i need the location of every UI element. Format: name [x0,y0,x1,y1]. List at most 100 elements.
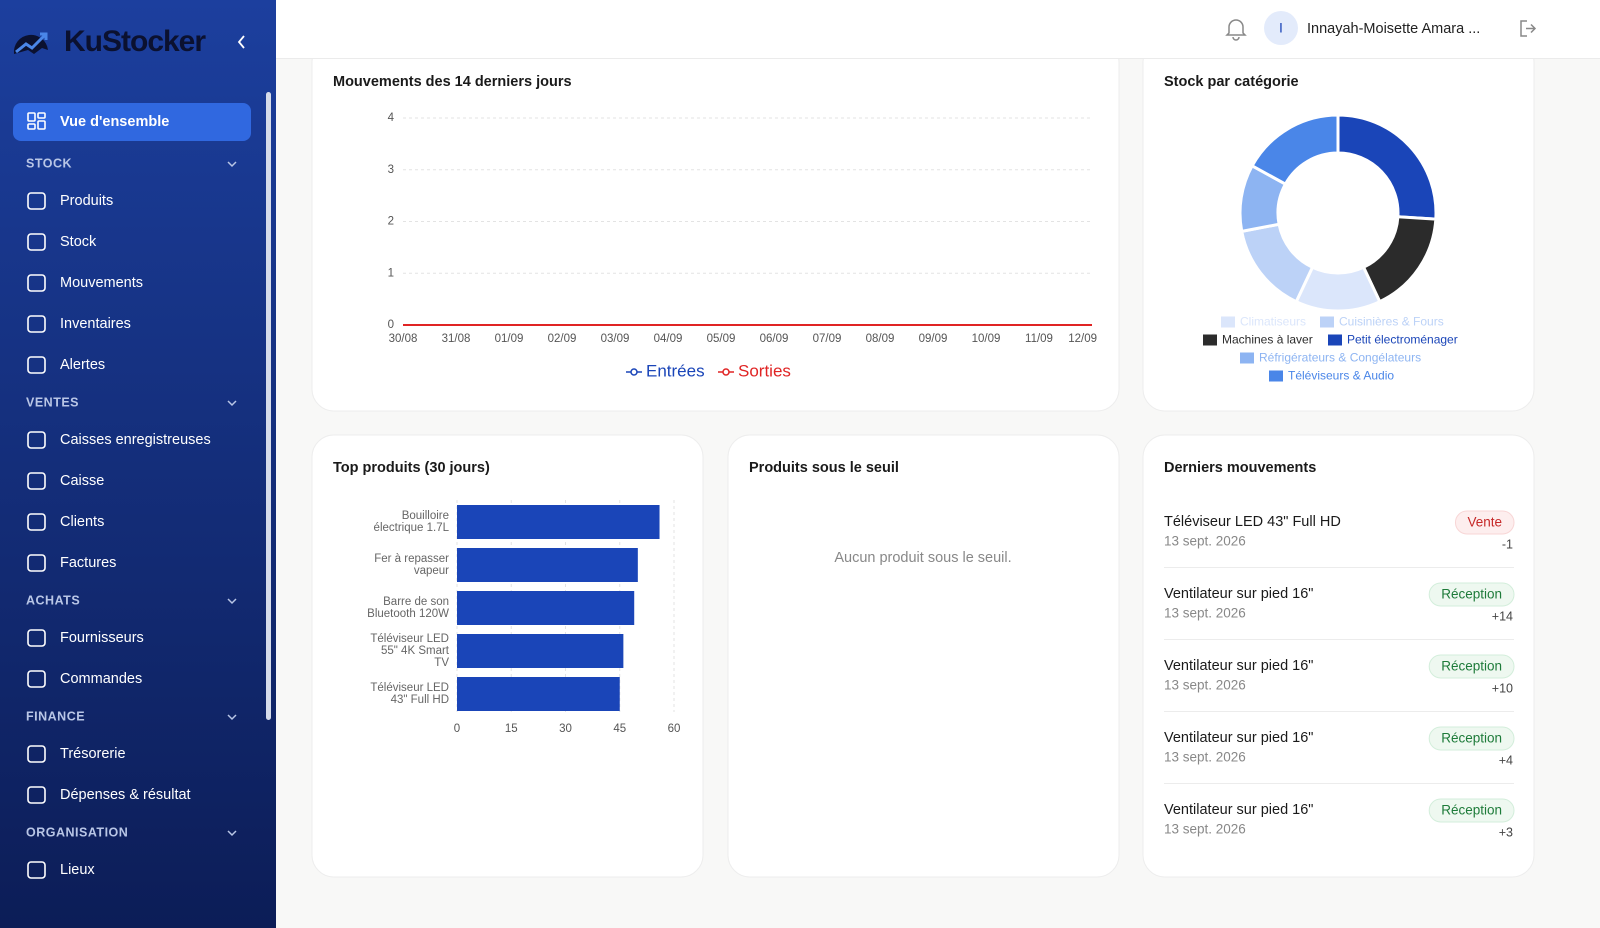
legend-marker [630,368,638,376]
nav-item[interactable]: Inventaires [60,316,131,332]
x-tick-label: 30/08 [389,333,418,345]
user-name[interactable]: Innayah-Moisette Amara ... [1307,21,1480,37]
donut-segment [1250,113,1340,187]
legend-label[interactable]: Cuisinières & Fours [1339,315,1444,329]
logout-icon[interactable] [1520,20,1537,37]
y-tick-label: Fer à repasser vapeur [374,553,449,577]
nav-item[interactable]: Fournisseurs [60,630,144,646]
nav-item[interactable]: Mouvements [60,275,143,291]
bar [457,634,624,668]
x-tick-label: 15 [505,723,518,735]
avatar[interactable] [1264,11,1298,45]
type-label: Réception [1441,659,1502,674]
x-tick-label: 10/09 [972,333,1001,345]
y-tick-label: 0 [388,319,394,331]
quantity: +10 [1492,681,1513,695]
product-name[interactable]: Ventilateur sur pied 16" [1164,802,1313,818]
card-title: Produits sous le seuil [749,460,899,476]
quantity: +3 [1499,825,1513,839]
section-title: VENTES [26,395,79,409]
nav-item[interactable]: Caisse [60,473,104,489]
type-badge [1454,510,1515,535]
nav-label: Vue d'ensemble [60,114,169,130]
legend-label[interactable]: Machines à laver [1222,333,1313,347]
section-chevron[interactable] [227,400,237,407]
product-name[interactable]: Ventilateur sur pied 16" [1164,658,1313,674]
section-chevron[interactable] [227,830,237,837]
card [1142,434,1535,878]
legend-swatch [1328,334,1342,346]
type-label: Réception [1441,731,1502,746]
legend-label[interactable]: Téléviseurs & Audio [1288,369,1394,383]
legend-label[interactable]: Petit électroménager [1347,333,1458,347]
legend-marker [722,368,730,376]
type-label: Vente [1467,515,1502,530]
type-badge [1428,582,1515,607]
y-tick-label: 4 [388,112,395,124]
type-label: Réception [1441,803,1502,818]
collapse-button[interactable] [237,35,245,49]
nav-icon [27,233,46,251]
legend-label[interactable]: Sorties [738,361,791,380]
nav-icon [27,274,46,292]
x-tick-label: 31/08 [442,333,471,345]
nav-item[interactable]: Alertes [60,357,105,373]
nav-icon [27,786,46,804]
nav-icon [27,192,46,210]
quantity: +14 [1492,609,1513,623]
logo-arrow [15,32,48,54]
nav-item[interactable]: Factures [60,555,116,571]
legend-swatch [1240,352,1254,364]
type-badge [1428,654,1515,679]
quantity: +4 [1499,753,1513,767]
section-chevron[interactable] [227,161,237,168]
y-tick-label: 1 [388,267,394,279]
movement-date: 13 sept. 2026 [1164,606,1246,621]
nav-item[interactable]: Produits [60,193,113,209]
nav-item[interactable]: Commandes [60,671,142,687]
avatar-initial: I [1279,20,1283,36]
nav-icon [27,670,46,688]
scrollbar[interactable] [266,92,271,720]
card-title: Stock par catégorie [1164,74,1299,90]
product-name[interactable]: Ventilateur sur pied 16" [1164,730,1313,746]
legend-label[interactable]: Climatiseurs [1240,315,1306,329]
x-tick-label: 45 [613,723,626,735]
bell-icon[interactable] [1225,19,1247,41]
x-tick-label: 30 [559,723,572,735]
legend-swatch [1203,334,1217,346]
y-tick-label: 2 [388,216,394,228]
card-title: Mouvements des 14 derniers jours [333,74,572,90]
nav-item[interactable]: Dépenses & résultat [60,787,191,803]
header [276,0,1600,58]
product-name[interactable]: Téléviseur LED 43" Full HD [1164,514,1341,530]
section-title: ACHATS [26,593,80,607]
nav-item[interactable]: Trésorerie [60,746,126,762]
y-tick-label: 3 [388,164,394,176]
x-tick-label: 01/09 [495,333,524,345]
nav-icon [27,431,46,449]
section-title: FINANCE [26,709,85,723]
product-name[interactable]: Ventilateur sur pied 16" [1164,586,1313,602]
sidebar [0,0,276,928]
section-chevron[interactable] [227,714,237,721]
nav-icon [27,315,46,333]
nav-item[interactable]: Caisses enregistreuses [60,432,211,448]
type-badge [1428,798,1515,823]
section-chevron[interactable] [227,598,237,605]
legend-label[interactable]: Réfrigérateurs & Congélateurs [1259,351,1421,365]
card-title: Derniers mouvements [1164,460,1316,476]
x-tick-label: 08/09 [866,333,895,345]
nav-item[interactable]: Clients [60,514,104,530]
nav-item[interactable]: Stock [60,234,97,250]
nav-item[interactable]: Lieux [60,862,95,878]
bar [457,677,620,711]
quantity: -1 [1502,537,1513,551]
section-title: STOCK [26,156,72,170]
movement-date: 13 sept. 2026 [1164,750,1246,765]
legend-label[interactable]: Entrées [646,361,705,380]
nav-icon [27,513,46,531]
active-nav-item[interactable] [13,103,251,141]
y-tick-label: Téléviseur LED 43" Full HD [370,682,449,706]
